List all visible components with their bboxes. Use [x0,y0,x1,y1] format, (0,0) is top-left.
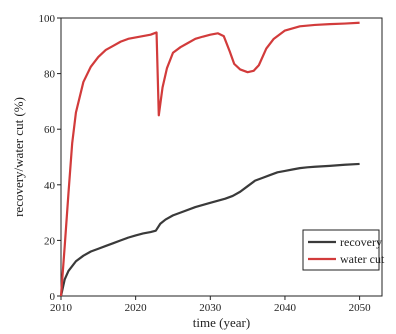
legend-label: water cut [340,252,385,266]
x-axis-title: time (year) [193,315,250,330]
series-line-water-cut [59,21,360,297]
plot-frame [60,17,383,297]
plot-area [60,17,383,297]
y-tick-label: 40 [44,180,56,192]
y-tick-label: 20 [44,235,56,247]
legend-label: recovery [340,235,382,249]
x-tick-label: 2010 [50,302,73,314]
series-group [59,21,360,297]
y-tick-label: 60 [44,124,56,136]
x-tick-label: 2030 [199,302,222,314]
x-tick-label: 2040 [274,302,297,314]
series-line-recovery [59,162,360,297]
legend: recovery water cut [302,229,385,271]
y-tick-label: 0 [50,291,56,303]
x-tick-label: 2050 [349,302,372,314]
legend-box [302,229,380,271]
y-tick-label: 80 [44,69,56,81]
y-axis-title: recovery/water cut (%) [11,97,26,217]
y-tick-label: 100 [39,13,56,25]
x-tick-label: 2020 [125,302,148,314]
